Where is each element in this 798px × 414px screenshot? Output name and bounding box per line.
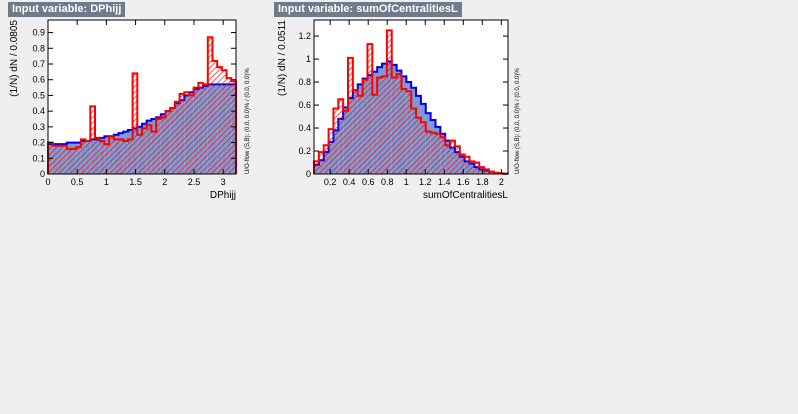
y-tick-label: 0.3 bbox=[32, 122, 45, 132]
x-tick-label: 2 bbox=[162, 177, 167, 187]
bar-background-1 bbox=[53, 146, 58, 174]
bar-background-24 bbox=[161, 117, 166, 174]
x-tick-label: 1.2 bbox=[419, 177, 432, 187]
bar-background-37 bbox=[222, 70, 227, 174]
bar-background-16 bbox=[392, 77, 397, 174]
x-axis-title: DPhijj bbox=[210, 190, 236, 201]
y-axis-title: (1/N) dN / 0.0511 bbox=[277, 20, 288, 96]
y-tick-label: 1 bbox=[306, 54, 311, 64]
bar-background-21 bbox=[416, 118, 421, 174]
bar-background-36 bbox=[217, 67, 222, 174]
x-tick-label: 0.5 bbox=[71, 177, 84, 187]
x-tick-label: 2.5 bbox=[188, 177, 201, 187]
overflow-label: U/O-flow (S,B): (0.0, 0.0)% / (0.0, 0.0)… bbox=[515, 68, 521, 174]
x-tick-label: 1.4 bbox=[438, 177, 451, 187]
y-tick-label: 0.2 bbox=[298, 146, 311, 156]
x-tick-label: 3 bbox=[221, 177, 226, 187]
bar-background-23 bbox=[426, 131, 431, 174]
x-tick-label: 0 bbox=[45, 177, 50, 187]
bar-background-32 bbox=[198, 83, 203, 174]
y-tick-label: 0.4 bbox=[298, 123, 311, 133]
bar-background-30 bbox=[189, 95, 194, 174]
x-tick-label: 0.6 bbox=[362, 177, 375, 187]
x-tick-label: 0.8 bbox=[381, 177, 394, 187]
bar-background-2 bbox=[57, 146, 62, 174]
x-tick-label: 1 bbox=[404, 177, 409, 187]
bar-background-10 bbox=[95, 138, 100, 174]
bar-background-19 bbox=[137, 135, 142, 174]
bar-background-14 bbox=[382, 76, 387, 174]
bar-background-27 bbox=[445, 145, 450, 174]
bar-background-4 bbox=[67, 149, 72, 174]
y-tick-label: 1.2 bbox=[298, 31, 311, 41]
y-tick-label: 0.7 bbox=[32, 59, 45, 69]
y-tick-label: 0.5 bbox=[32, 90, 45, 100]
y-axis-title: (1/N) dN / 0.0805 bbox=[9, 20, 20, 97]
bar-background-25 bbox=[435, 134, 440, 174]
bar-background-29 bbox=[184, 92, 189, 174]
x-tick-label: 0.2 bbox=[324, 177, 337, 187]
x-tick-label: 0.4 bbox=[343, 177, 356, 187]
x-tick-label: 2 bbox=[499, 177, 504, 187]
bar-background-5 bbox=[72, 149, 77, 174]
bar-background-27 bbox=[175, 102, 180, 174]
y-tick-label: 0.6 bbox=[298, 100, 311, 110]
bar-background-6 bbox=[343, 111, 348, 174]
bar-background-3 bbox=[62, 146, 67, 174]
x-tick-label: 1.6 bbox=[457, 177, 470, 187]
bar-background-14 bbox=[114, 139, 119, 174]
y-tick-label: 0.6 bbox=[32, 75, 45, 85]
chart-1: 0.2 0.4 0.6 0.8 1 1.2 1.4 1.6 1.8 2 0 0.2 0.4 0.6 0.8 1… bbox=[277, 20, 521, 201]
bar-background-8 bbox=[353, 90, 358, 174]
overflow-label: U/O-flow (S,B): (0.0, 0.0)% / (0.0, 0.0)… bbox=[245, 68, 251, 174]
bar-background-15 bbox=[119, 139, 124, 174]
bar-background-38 bbox=[227, 78, 232, 174]
bar-background-9 bbox=[358, 96, 363, 174]
x-axis-title: sumOfCentralitiesL bbox=[423, 190, 508, 201]
bar-background-18 bbox=[401, 89, 406, 174]
bar-background-25 bbox=[166, 111, 171, 174]
bar-background-17 bbox=[128, 139, 133, 174]
bar-background-24 bbox=[431, 133, 436, 174]
bar-background-8 bbox=[86, 141, 91, 174]
bar-background-11 bbox=[100, 141, 105, 174]
y-tick-label: 0 bbox=[306, 169, 311, 179]
y-tick-label: 0.1 bbox=[32, 153, 45, 163]
y-tick-label: 0.9 bbox=[32, 28, 45, 38]
bar-background-16 bbox=[123, 141, 128, 174]
bar-background-28 bbox=[180, 94, 185, 174]
x-tick-label: 1.8 bbox=[476, 177, 489, 187]
y-tick-label: 0.8 bbox=[298, 77, 311, 87]
bar-background-21 bbox=[147, 125, 152, 174]
bar-background-33 bbox=[203, 84, 208, 174]
x-tick-label: 1 bbox=[104, 177, 109, 187]
bar-background-26 bbox=[170, 108, 175, 174]
bar-background-22 bbox=[151, 132, 156, 174]
bar-background-35 bbox=[213, 61, 218, 174]
y-tick-label: 0.4 bbox=[32, 106, 45, 116]
y-tick-label: 0 bbox=[40, 169, 45, 179]
y-tick-label: 0.8 bbox=[32, 43, 45, 53]
y-tick-label: 0.2 bbox=[32, 138, 45, 148]
bar-background-12 bbox=[372, 95, 377, 174]
x-tick-label: 1.5 bbox=[129, 177, 142, 187]
chart-0: 0 0.5 1 1.5 2 2.5 3 0 0.1 0.2 0.3 0.4 0.5 0.6 0.7 0.8 0.… bbox=[9, 20, 251, 201]
bar-background-31 bbox=[194, 88, 199, 174]
